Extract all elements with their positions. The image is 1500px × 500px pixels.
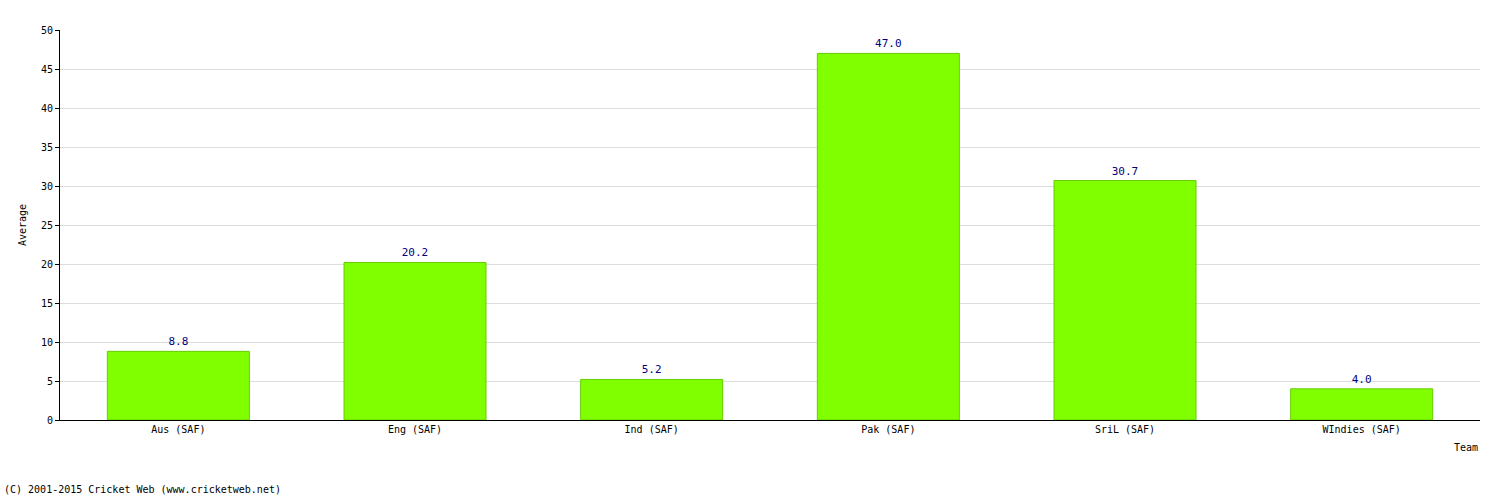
svg-text:25: 25 [41, 220, 53, 231]
svg-text:30.7: 30.7 [1112, 165, 1139, 178]
svg-text:Ind (SAF): Ind (SAF) [625, 424, 679, 435]
svg-text:50: 50 [41, 25, 53, 36]
svg-text:5.2: 5.2 [642, 363, 662, 376]
svg-text:Team: Team [1454, 442, 1478, 453]
svg-text:Average: Average [17, 204, 28, 246]
svg-text:4.0: 4.0 [1352, 373, 1372, 386]
svg-text:8.8: 8.8 [168, 335, 188, 348]
svg-text:Pak (SAF): Pak (SAF) [861, 424, 915, 435]
svg-text:40: 40 [41, 103, 53, 114]
svg-text:15: 15 [41, 298, 53, 309]
svg-text:0: 0 [47, 415, 53, 426]
svg-text:45: 45 [41, 64, 53, 75]
svg-text:WIndies (SAF): WIndies (SAF) [1323, 424, 1401, 435]
svg-text:30: 30 [41, 181, 53, 192]
svg-text:Aus (SAF): Aus (SAF) [151, 424, 205, 435]
svg-text:(C) 2001-2015 Cricket Web (www: (C) 2001-2015 Cricket Web (www.cricketwe… [4, 484, 281, 495]
svg-text:Eng (SAF): Eng (SAF) [388, 424, 442, 435]
svg-text:47.0: 47.0 [875, 37, 902, 50]
svg-text:SriL (SAF): SriL (SAF) [1095, 424, 1155, 435]
svg-text:35: 35 [41, 142, 53, 153]
svg-text:10: 10 [41, 337, 53, 348]
svg-text:20.2: 20.2 [402, 246, 429, 259]
svg-text:5: 5 [47, 376, 53, 387]
svg-text:20: 20 [41, 259, 53, 270]
